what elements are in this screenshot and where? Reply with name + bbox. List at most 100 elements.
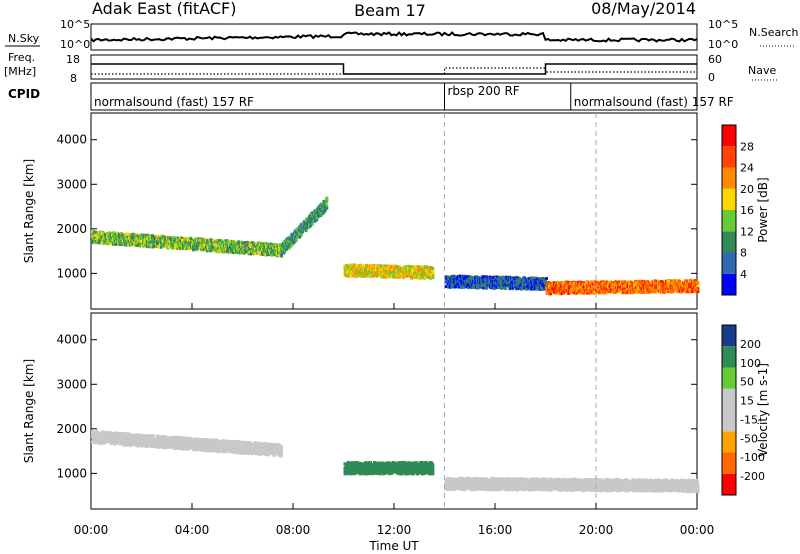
echo-cell — [530, 279, 533, 283]
echo-cell — [192, 242, 196, 245]
echo-cell — [447, 285, 450, 289]
echo-cell — [322, 211, 325, 215]
echo-cell — [198, 246, 202, 250]
echo-cell — [179, 246, 182, 250]
echo-cell — [375, 274, 378, 278]
echo-cell — [614, 280, 617, 284]
echo-cell — [527, 277, 531, 281]
echo-cell — [241, 248, 245, 252]
echo-cell — [369, 274, 372, 278]
echo-cell — [608, 285, 611, 289]
echo-cell — [192, 248, 195, 252]
echo-cell — [625, 288, 628, 292]
echo-cell — [127, 232, 130, 236]
echo-cell — [151, 234, 154, 238]
echo-cell — [93, 236, 96, 240]
echo-cell — [617, 289, 620, 293]
echo-cell — [222, 249, 225, 253]
echo-cell — [417, 274, 420, 278]
echo-cell — [410, 272, 413, 276]
echo-cell — [453, 285, 457, 289]
echo-cell — [135, 236, 138, 240]
nsky-trace — [90, 31, 698, 43]
echo-cell — [296, 235, 299, 239]
echo-cell — [313, 214, 316, 218]
echo-cell — [420, 274, 423, 278]
echo-cell — [288, 246, 291, 250]
echo-cell — [361, 274, 364, 278]
echo-cell — [519, 278, 522, 282]
echo-cell — [102, 241, 106, 245]
echo-cell — [171, 244, 175, 248]
cpid-segment-label: rbsp 200 RF — [448, 84, 520, 98]
echo-cell — [181, 238, 184, 242]
echo-cell — [386, 274, 389, 278]
echo-cell — [424, 276, 427, 280]
echo-cell — [230, 242, 234, 246]
echo-cell — [174, 246, 177, 250]
echo-cell — [287, 239, 290, 243]
echo-cell — [124, 232, 128, 236]
echo-cell — [545, 277, 548, 280]
nave-tick-top: 60 — [708, 53, 722, 66]
echo-cell — [195, 237, 198, 241]
echo-cell — [530, 287, 533, 291]
echo-cell — [145, 245, 149, 249]
freq-tick-top: 18 — [66, 53, 80, 66]
echo-cell — [596, 282, 600, 286]
echo-cell — [229, 246, 233, 250]
echo-cell — [473, 279, 476, 282]
echo-cell — [601, 280, 605, 284]
echo-cell — [396, 275, 399, 279]
echo-cell — [348, 263, 351, 267]
echo-cell — [374, 270, 377, 274]
echo-cell — [236, 250, 239, 254]
echo-cell — [144, 237, 148, 241]
echo-cell — [218, 240, 221, 244]
echo-cell — [559, 288, 562, 292]
echo-cell — [554, 283, 558, 287]
cpid-strip-frame — [90, 82, 698, 111]
echo-cell — [231, 250, 234, 254]
echo-cell — [511, 276, 514, 280]
echo-cell — [582, 286, 585, 290]
echo-cell — [585, 283, 588, 287]
echo-cell — [363, 264, 367, 267]
echo-cell — [485, 286, 489, 290]
echo-cell — [154, 241, 157, 244]
echo-cell — [297, 232, 300, 236]
echo-cell — [298, 232, 302, 236]
echo-cell — [178, 241, 181, 245]
echo-cell — [116, 231, 119, 235]
echo-cell — [211, 241, 214, 244]
echo-cell — [150, 236, 154, 240]
echo-cell — [613, 291, 617, 295]
echo-cell — [202, 237, 205, 241]
echo-cell — [227, 246, 230, 250]
echo-cell — [99, 230, 102, 234]
echo-cell — [405, 271, 409, 275]
echo-cell — [580, 291, 583, 295]
echo-cell — [460, 282, 463, 286]
echo-cell — [223, 242, 226, 246]
echo-cell — [161, 234, 165, 238]
echo-cell — [325, 198, 329, 202]
echo-cell — [591, 282, 595, 286]
echo-cell — [591, 291, 594, 295]
nsearch-tick-bottom: 10^0 — [708, 38, 738, 51]
echo-cell — [428, 266, 431, 270]
echo-cell — [482, 286, 485, 290]
echo-cell — [503, 281, 506, 284]
echo-cell — [529, 284, 532, 288]
echo-cell — [159, 234, 162, 238]
echo-cell — [96, 236, 100, 240]
echo-cell — [142, 244, 145, 248]
echo-cell — [300, 233, 303, 237]
echo-cell — [136, 234, 139, 238]
echo-cell — [113, 237, 117, 241]
date-title: 08/May/2014 — [591, 0, 696, 18]
echo-cell — [101, 241, 104, 245]
echo-cell — [309, 223, 313, 227]
echo-cell — [593, 284, 596, 288]
echo-cell — [246, 241, 250, 245]
